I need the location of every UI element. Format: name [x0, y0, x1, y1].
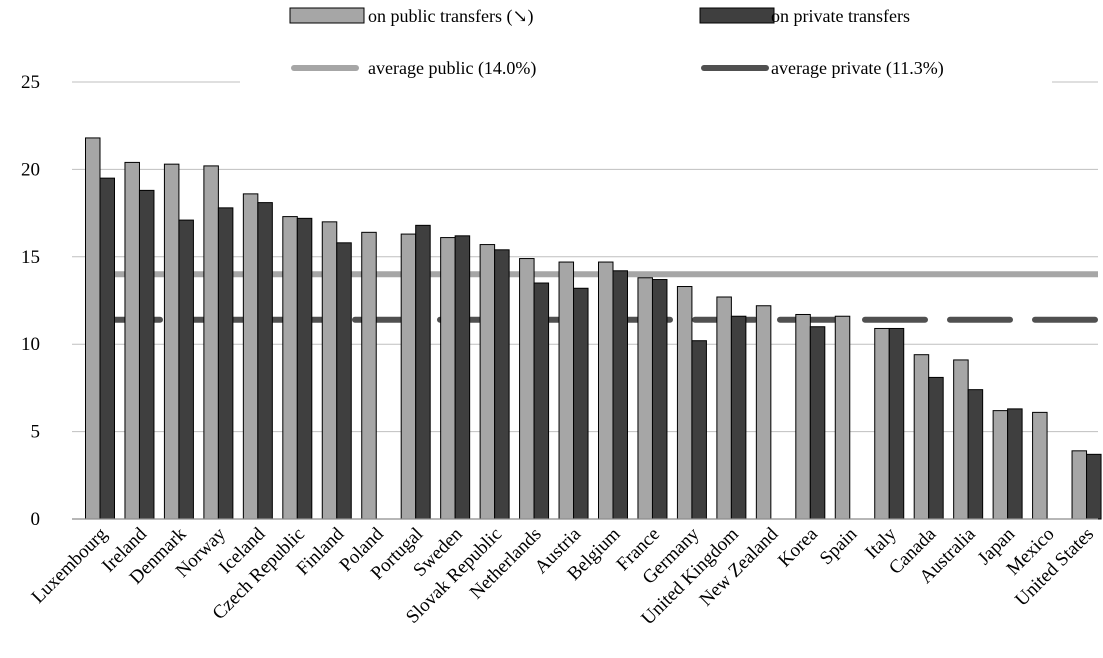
bar-private	[454, 235, 471, 520]
x-tick-label: Korea	[774, 523, 822, 571]
legend-private-bar-label: on private transfers	[771, 6, 910, 26]
y-tick-label: 15	[21, 247, 40, 268]
bar-public	[242, 193, 259, 520]
legend-public-bar-label: on public transfers (↘)	[368, 6, 534, 27]
bar-public	[124, 161, 140, 520]
bar-private	[809, 326, 826, 520]
legend: on public transfers (↘) on private transf…	[289, 6, 944, 79]
bar-public	[795, 313, 811, 520]
bar-private	[415, 224, 431, 520]
bar-public	[400, 233, 417, 520]
bar-public	[874, 327, 890, 520]
legend-average-public-label: average public (14.0%)	[368, 58, 536, 79]
bar-private	[99, 177, 115, 520]
y-tick-label: 0	[31, 509, 41, 530]
bar-public	[479, 244, 496, 520]
bar-private	[651, 279, 668, 520]
y-tick-label: 10	[21, 334, 40, 355]
bar-public	[440, 237, 456, 520]
bar-private	[928, 376, 944, 520]
bar-public	[558, 261, 575, 520]
bar-private	[494, 249, 510, 520]
y-tick-label: 20	[21, 159, 40, 180]
bar-public	[203, 165, 219, 520]
bar-public	[716, 296, 732, 520]
legend-public-bar-swatch	[289, 7, 365, 24]
bar-public	[953, 359, 969, 520]
bar-private	[336, 242, 352, 520]
y-tick-label: 25	[21, 72, 40, 93]
bar-private	[730, 315, 747, 520]
bars	[85, 137, 1102, 520]
x-axis: LuxembourgIrelandDenmarkNorwayIcelandCze…	[28, 518, 1098, 629]
bar-private	[691, 340, 707, 520]
bar-public	[1071, 450, 1088, 520]
bar-private	[612, 270, 628, 520]
bar-public	[676, 286, 693, 520]
bar-public	[637, 277, 653, 520]
bar-private	[257, 202, 273, 520]
bar-private	[533, 282, 550, 520]
bar-public	[598, 261, 614, 520]
bar-public	[834, 315, 851, 520]
bar-private	[1007, 408, 1023, 520]
bar-private	[138, 189, 155, 520]
bar-public	[913, 354, 930, 520]
bar-public	[755, 305, 772, 520]
bar-public	[163, 163, 180, 520]
bar-public	[992, 410, 1009, 520]
bar-public	[321, 221, 338, 520]
bar-private	[217, 207, 234, 520]
bar-private	[573, 287, 589, 520]
x-tick-label: Spain	[816, 523, 862, 569]
bar-public	[519, 258, 535, 520]
y-tick-label: 5	[31, 422, 41, 443]
x-tick-label: Luxembourg	[28, 523, 112, 607]
bar-private	[178, 219, 194, 520]
bar-private	[888, 327, 905, 520]
legend-average-private-label: average private (11.3%)	[771, 58, 944, 79]
bar-private	[296, 217, 313, 520]
y-axis: 0 5 10 15 20 25	[21, 72, 40, 530]
bar-public	[282, 216, 298, 520]
bar-private	[967, 389, 984, 520]
bar-public	[85, 137, 101, 520]
bar-public	[361, 231, 377, 520]
bar-private	[1086, 453, 1102, 520]
bar-public	[1032, 411, 1048, 520]
legend-private-bar-swatch	[699, 7, 775, 24]
